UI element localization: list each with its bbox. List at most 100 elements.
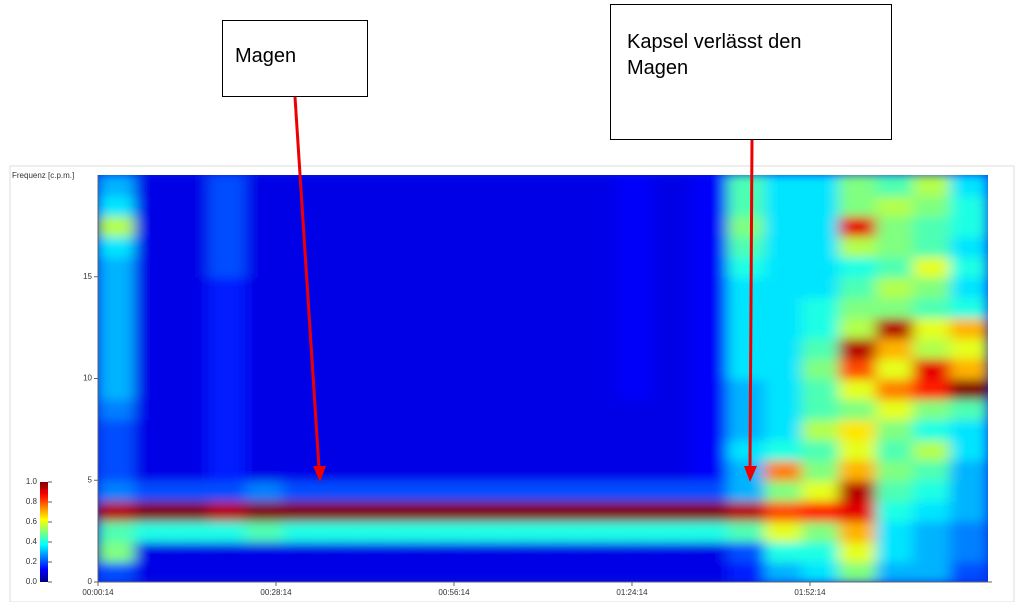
heatmap-cell xyxy=(949,316,988,339)
heatmap-cell xyxy=(245,397,285,421)
heatmap-cell xyxy=(764,275,804,299)
heatmap-cell xyxy=(245,316,285,339)
heatmap-cell xyxy=(467,560,507,582)
heatmap-cell xyxy=(171,397,211,421)
heatmap-cell xyxy=(98,275,137,299)
heatmap-cell xyxy=(282,255,322,278)
arrow xyxy=(293,96,321,469)
heatmap-cell xyxy=(949,519,988,543)
heatmap-cell xyxy=(653,357,693,380)
heatmap-cell xyxy=(764,519,804,543)
heatmap-cell xyxy=(616,397,656,421)
heatmap-cell xyxy=(542,377,582,400)
heatmap-cell xyxy=(875,540,915,563)
heatmap-cell xyxy=(430,194,470,217)
heatmap-cell xyxy=(949,397,988,421)
heatmap-cell xyxy=(282,336,322,360)
heatmap-cell xyxy=(875,296,915,319)
heatmap-cell xyxy=(764,377,804,400)
heatmap-cell xyxy=(504,175,544,197)
heatmap-cell xyxy=(875,397,915,421)
heatmap-cell xyxy=(134,316,174,339)
heatmap-cell xyxy=(912,357,952,380)
heatmap-cell xyxy=(134,255,174,278)
heatmap-cell xyxy=(393,357,433,380)
heatmap-cell xyxy=(949,560,988,582)
heatmap-cell xyxy=(467,397,507,421)
heatmap-cell xyxy=(875,377,915,400)
heatmap-cell xyxy=(319,397,359,421)
heatmap-cell xyxy=(393,175,433,197)
heatmap-cell xyxy=(838,377,878,400)
heatmap-cell xyxy=(949,194,988,217)
x-tick-label: 00:56:14 xyxy=(438,588,470,597)
heatmap-cell xyxy=(838,458,878,482)
heatmap-cell xyxy=(579,418,619,441)
heatmap-cell xyxy=(356,214,396,238)
heatmap-cell xyxy=(430,235,470,258)
heatmap-cell xyxy=(801,519,841,543)
heatmap-cell xyxy=(504,418,544,441)
heatmap-cell xyxy=(949,296,988,319)
heatmap-cell xyxy=(98,560,137,582)
heatmap-cell xyxy=(838,175,878,197)
heatmap-cell xyxy=(282,235,322,258)
heatmap-cell xyxy=(98,336,137,360)
heatmap-cell xyxy=(356,438,396,461)
heatmap-cell xyxy=(912,316,952,339)
heatmap-cell xyxy=(801,499,841,522)
heatmap-cell xyxy=(838,479,878,502)
heatmap-cell xyxy=(912,479,952,502)
heatmap-cell xyxy=(764,214,804,238)
colorbar-tick-label: 0.4 xyxy=(26,537,38,546)
heatmap-cell xyxy=(875,316,915,339)
y-axis-label: Frequenz [c.p.m.] xyxy=(12,171,74,180)
heatmap-cell xyxy=(616,519,656,543)
x-tick-label: 00:00:14 xyxy=(82,588,114,597)
heatmap-cell xyxy=(727,275,767,299)
heatmap-cell xyxy=(542,397,582,421)
heatmap-cell xyxy=(653,255,693,278)
heatmap-cell xyxy=(356,418,396,441)
heatmap-cell xyxy=(653,316,693,339)
heatmap-cell xyxy=(949,357,988,380)
colorbar-tick-label: 0.8 xyxy=(26,497,38,506)
heatmap-cell xyxy=(542,418,582,441)
heatmap-cell xyxy=(504,336,544,360)
heatmap-cell xyxy=(653,377,693,400)
heatmap-cell xyxy=(875,255,915,278)
heatmap-cell xyxy=(98,418,137,441)
heatmap-cell xyxy=(690,560,730,582)
heatmap-cell xyxy=(134,418,174,441)
heatmap-cell xyxy=(171,377,211,400)
heatmap-cell xyxy=(282,519,322,543)
colorbar-tick-label: 0.6 xyxy=(26,517,38,526)
heatmap-cell xyxy=(393,519,433,543)
y-tick-label: 5 xyxy=(88,475,93,484)
heatmap-cell xyxy=(801,377,841,400)
heatmap-cell xyxy=(801,214,841,238)
heatmap-cell xyxy=(542,336,582,360)
heatmap-cell xyxy=(98,519,137,543)
heatmap-cell xyxy=(393,194,433,217)
heatmap-cell xyxy=(393,479,433,502)
heatmap-cell xyxy=(208,540,248,563)
heatmap-cell xyxy=(616,175,656,197)
heatmap-cell xyxy=(504,519,544,543)
heatmap-cell xyxy=(690,235,730,258)
heatmap-cell xyxy=(393,235,433,258)
heatmap-cell xyxy=(912,377,952,400)
heatmap-cell xyxy=(875,438,915,461)
heatmap-cell xyxy=(801,357,841,380)
heatmap-cell xyxy=(949,175,988,197)
heatmap-cell xyxy=(430,255,470,278)
heatmap-cell xyxy=(393,499,433,522)
heatmap-cell xyxy=(653,275,693,299)
colorbar-tick-label: 0.2 xyxy=(26,557,38,566)
heatmap-cell xyxy=(430,214,470,238)
heatmap-cell xyxy=(579,275,619,299)
heatmap-cell xyxy=(875,418,915,441)
heatmap-cell xyxy=(171,336,211,360)
x-tick-label: 01:52:14 xyxy=(794,588,826,597)
heatmap-cell xyxy=(616,377,656,400)
